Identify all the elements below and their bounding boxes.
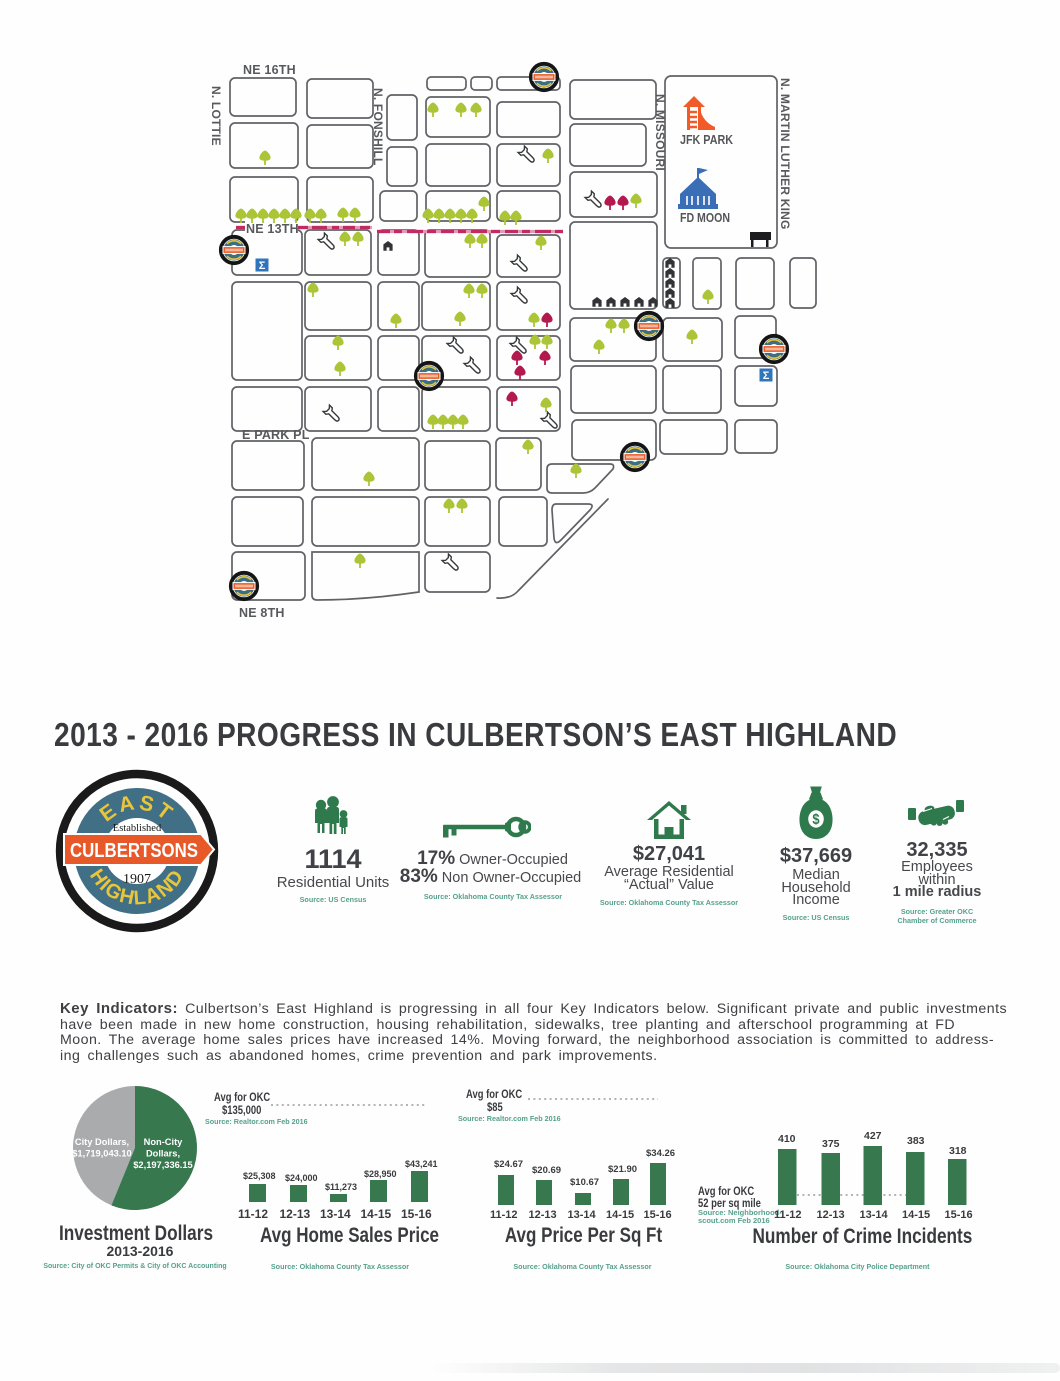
svg-text:FD MOON: FD MOON (680, 210, 730, 225)
svg-text:City Dollars,: City Dollars, (75, 1137, 129, 1147)
svg-text:NE 13TH: NE 13TH (246, 222, 299, 236)
svg-text:N. LOTTIE: N. LOTTIE (209, 86, 223, 146)
svg-text:E PARK PL: E PARK PL (242, 428, 310, 442)
svg-text:NE 8TH: NE 8TH (239, 606, 285, 620)
svg-text:N. FONSHILL: N. FONSHILL (371, 88, 385, 166)
svg-text:Established: Established (113, 823, 162, 834)
svg-text:CULBERTSONS: CULBERTSONS (70, 839, 198, 862)
svg-text:1907: 1907 (123, 872, 151, 887)
svg-text:JFK PARK: JFK PARK (680, 132, 734, 147)
svg-text:Non-City: Non-City (144, 1137, 184, 1147)
svg-text:Dollars,: Dollars, (146, 1149, 180, 1159)
svg-text:$: $ (812, 812, 820, 828)
svg-text:$1,719,043.10: $1,719,043.10 (72, 1149, 131, 1159)
svg-text:N. MARTIN LUTHER KING: N. MARTIN LUTHER KING (778, 78, 792, 230)
svg-text:N. MISSOURI: N. MISSOURI (653, 94, 667, 171)
svg-text:$2,197,336.15: $2,197,336.15 (133, 1160, 192, 1170)
svg-text:NE 16TH: NE 16TH (243, 63, 296, 77)
